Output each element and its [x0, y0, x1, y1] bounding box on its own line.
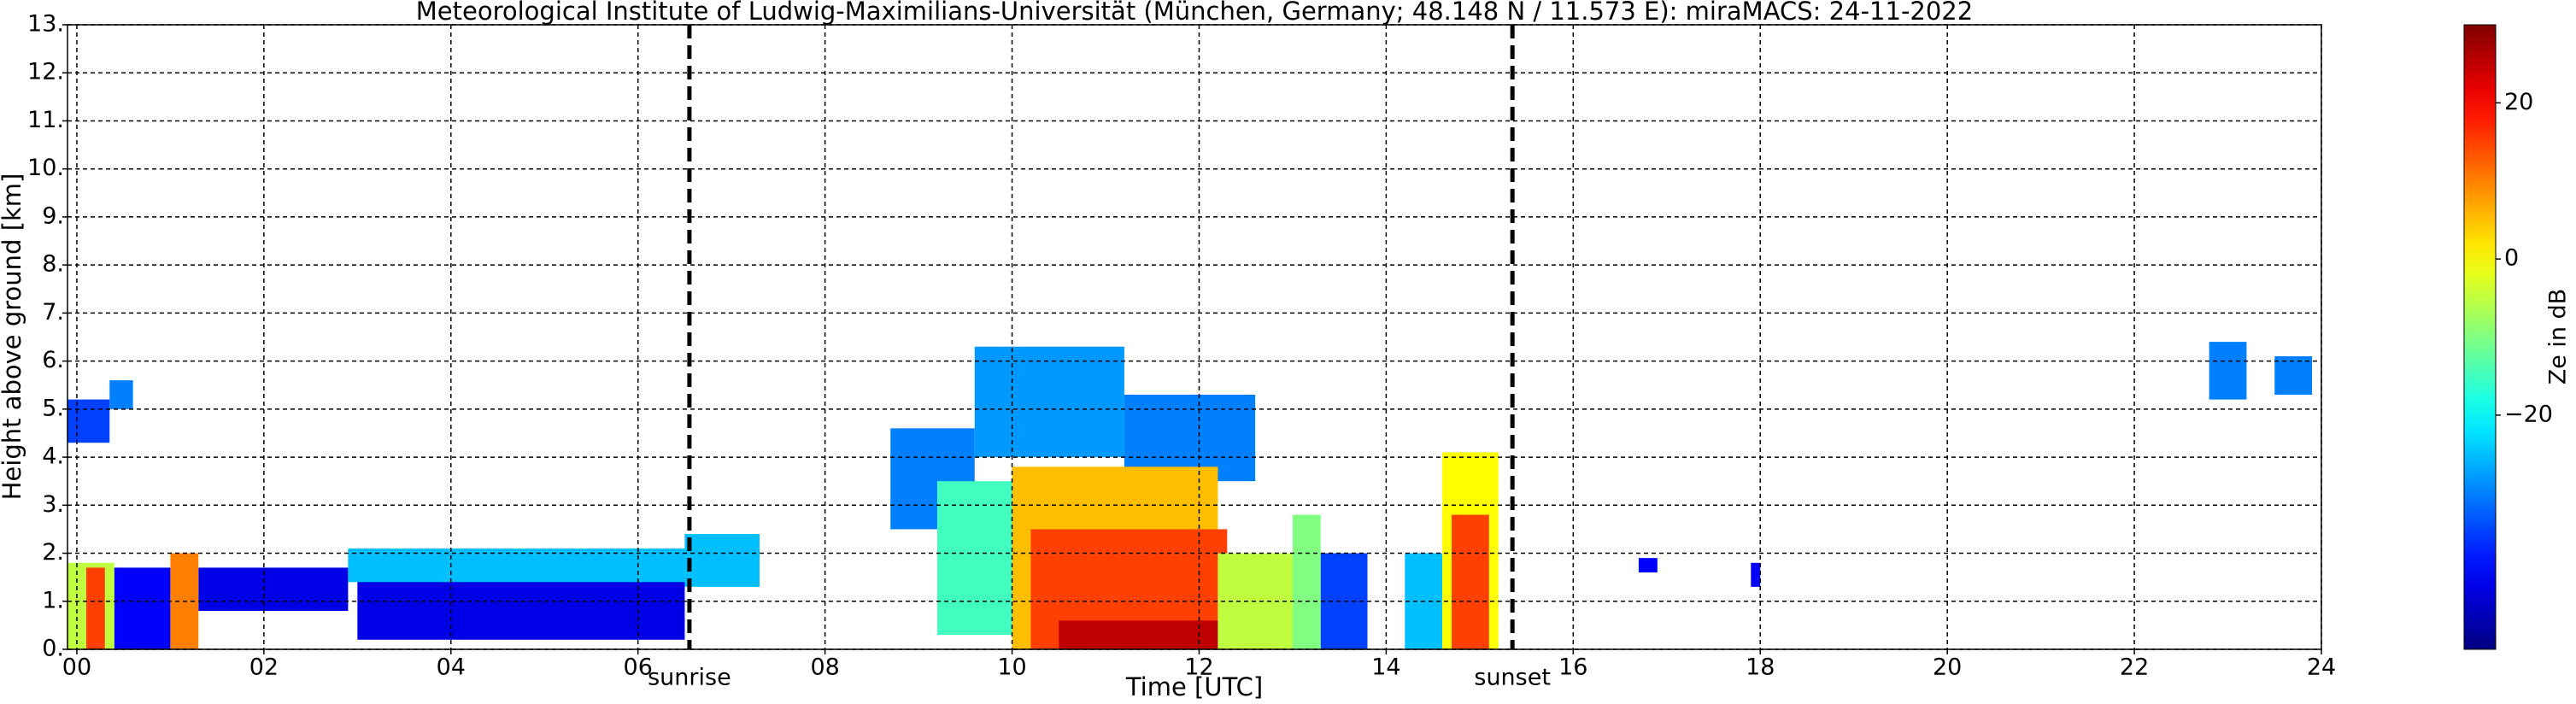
y-tick-label: 3.: [42, 491, 64, 518]
y-tick-label: 12.: [27, 59, 64, 85]
x-tick-label: 06: [624, 654, 653, 681]
echo-cell: [1751, 562, 1761, 587]
x-tick-label: 14: [1371, 654, 1400, 681]
y-tick-label: 8.: [42, 251, 64, 278]
y-tick-label: 4.: [42, 443, 64, 470]
y-tick-label: 10.: [27, 155, 64, 181]
colorbar: [2463, 24, 2497, 650]
x-tick-label: 04: [437, 654, 466, 681]
colorbar-label: Ze in dB: [2545, 289, 2572, 385]
echo-cell: [2274, 355, 2313, 395]
x-tick-label: 02: [249, 654, 279, 681]
x-tick-label: 08: [810, 654, 839, 681]
y-axis-label: Height above ground [km]: [0, 173, 26, 501]
colorbar-tick-label: 0: [2504, 245, 2519, 272]
echo-cell: [1638, 558, 1658, 573]
echo-cell: [936, 481, 1012, 636]
echo-cell: [684, 534, 760, 587]
echo-cell: [67, 399, 110, 443]
echo-cell: [114, 567, 171, 649]
x-tick-label: 22: [2120, 654, 2149, 681]
y-tick-label: 0.: [42, 636, 64, 662]
echo-cell: [357, 577, 685, 640]
x-tick-label: 18: [1746, 654, 1775, 681]
plot-frame: [67, 24, 2322, 650]
echo-cell: [85, 567, 105, 649]
colorbar-tick-label: −20: [2504, 401, 2553, 427]
echo-cell: [974, 346, 1124, 458]
echo-cell: [198, 567, 349, 612]
echo-cell: [2209, 342, 2247, 400]
y-tick-label: 9.: [42, 202, 64, 229]
x-axis-label: Time [UTC]: [1125, 672, 1263, 701]
x-tick-label: 00: [62, 654, 91, 681]
y-tick-label: 5.: [42, 395, 64, 421]
y-tick-label: 2.: [42, 539, 64, 566]
echo-cell: [109, 380, 133, 409]
x-tick-label: 20: [1933, 654, 1962, 681]
x-tick-label: 10: [997, 654, 1026, 681]
x-tick-label: 12: [1184, 654, 1213, 681]
y-tick-label: 13.: [27, 11, 64, 38]
echo-cell: [1059, 620, 1247, 649]
echo-cell: [1452, 514, 1489, 649]
y-tick-label: 7.: [42, 299, 64, 326]
y-tick-label: 11.: [27, 107, 64, 133]
y-tick-label: 6.: [42, 347, 64, 373]
annotation-label: sunrise: [648, 665, 731, 691]
echo-cell: [1292, 514, 1321, 649]
colorbar-tick-label: 20: [2504, 89, 2533, 115]
x-tick-label: 24: [2307, 654, 2336, 681]
x-tick-label: 16: [1558, 654, 1587, 681]
y-tick-label: 1.: [42, 587, 64, 613]
echo-cell: [348, 548, 685, 583]
chart-title: Meteorological Institute of Ludwig-Maxim…: [416, 0, 1973, 26]
annotation-label: sunset: [1474, 665, 1551, 691]
